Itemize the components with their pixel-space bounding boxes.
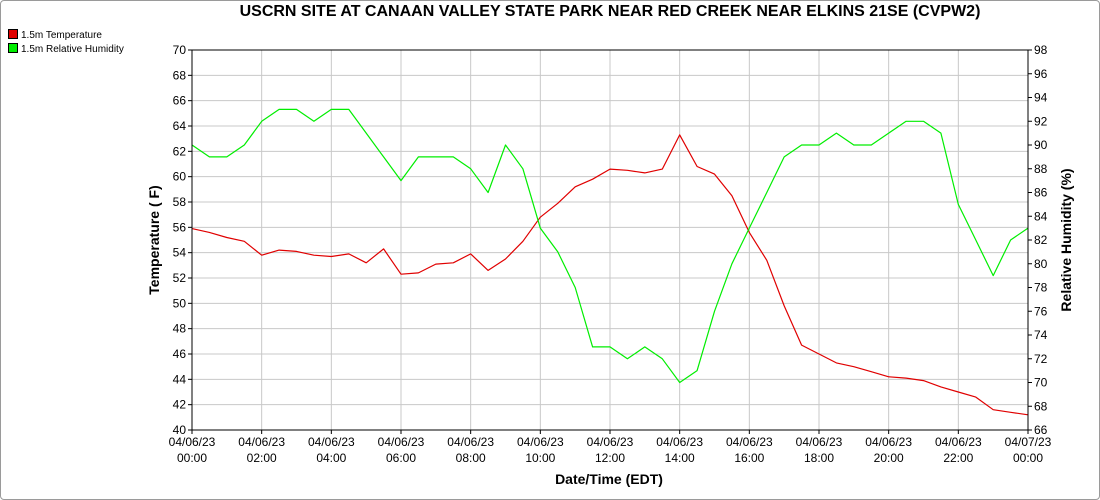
y-right-tick-label: 82 bbox=[1034, 233, 1048, 247]
legend-item-temperature: 1.5m Temperature bbox=[8, 29, 102, 41]
y-left-tick-label: 58 bbox=[173, 195, 187, 209]
y-left-tick-label: 40 bbox=[173, 423, 187, 437]
y-left-tick-label: 44 bbox=[173, 372, 187, 386]
x-tick-time-label: 06:00 bbox=[386, 451, 416, 465]
x-tick-date-label: 04/07/23 bbox=[1005, 435, 1052, 449]
y-left-tick-label: 52 bbox=[173, 271, 187, 285]
y-left-tick-label: 46 bbox=[173, 347, 187, 361]
x-tick-date-label: 04/06/23 bbox=[238, 435, 285, 449]
x-tick-time-label: 10:00 bbox=[525, 451, 555, 465]
x-tick-time-label: 08:00 bbox=[456, 451, 486, 465]
y-left-tick-label: 56 bbox=[173, 220, 187, 234]
y-left-tick-label: 48 bbox=[173, 322, 187, 336]
x-tick-time-label: 00:00 bbox=[177, 451, 207, 465]
y-right-tick-label: 86 bbox=[1034, 186, 1048, 200]
legend-item-humidity: 1.5m Relative Humidity bbox=[8, 43, 124, 55]
y-left-tick-label: 64 bbox=[173, 119, 187, 133]
x-tick-date-label: 04/06/23 bbox=[726, 435, 773, 449]
x-tick-date-label: 04/06/23 bbox=[656, 435, 703, 449]
y-right-tick-label: 90 bbox=[1034, 138, 1048, 152]
x-tick-date-label: 04/06/23 bbox=[308, 435, 355, 449]
y-left-tick-label: 42 bbox=[173, 398, 187, 412]
x-tick-time-label: 04:00 bbox=[316, 451, 346, 465]
y-right-tick-label: 92 bbox=[1034, 114, 1048, 128]
legend-swatch-humidity bbox=[8, 43, 18, 53]
y-right-tick-label: 84 bbox=[1034, 209, 1048, 223]
y-left-tick-label: 54 bbox=[173, 246, 187, 260]
x-tick-time-label: 22:00 bbox=[943, 451, 973, 465]
x-tick-date-label: 04/06/23 bbox=[935, 435, 982, 449]
x-axis-title: Date/Time (EDT) bbox=[555, 471, 663, 487]
y-left-tick-label: 62 bbox=[173, 144, 187, 158]
y-axis-right-title: Relative Humidity (%) bbox=[1058, 168, 1074, 311]
y-right-tick-label: 76 bbox=[1034, 304, 1048, 318]
x-tick-time-label: 12:00 bbox=[595, 451, 625, 465]
x-tick-date-label: 04/06/23 bbox=[378, 435, 425, 449]
x-tick-time-label: 14:00 bbox=[665, 451, 695, 465]
y-left-tick-label: 70 bbox=[173, 43, 187, 57]
y-right-tick-label: 78 bbox=[1034, 281, 1048, 295]
tick-labels: 40 42 44 46 48 50 52 54 56 58 60 62 64 66 68 70 66 68 70 72… bbox=[169, 43, 1052, 465]
y-right-tick-label: 98 bbox=[1034, 43, 1048, 57]
y-left-tick-label: 68 bbox=[173, 68, 187, 82]
chart-title: USCRN SITE AT CANAAN VALLEY STATE PARK N… bbox=[239, 3, 981, 20]
x-tick-date-label: 04/06/23 bbox=[865, 435, 912, 449]
y-right-tick-label: 94 bbox=[1034, 91, 1048, 105]
temperature-series-line bbox=[191, 134, 1029, 416]
y-axis-left-title: Temperature ( F) bbox=[146, 185, 162, 294]
legend-label-temperature: 1.5m Temperature bbox=[21, 30, 102, 41]
x-tick-date-label: 04/06/23 bbox=[447, 435, 494, 449]
legend-label-humidity: 1.5m Relative Humidity bbox=[21, 44, 124, 55]
y-right-tick-label: 74 bbox=[1034, 328, 1048, 342]
y-right-tick-label: 68 bbox=[1034, 399, 1048, 413]
x-tick-date-label: 04/06/23 bbox=[169, 435, 216, 449]
x-tick-time-label: 20:00 bbox=[874, 451, 904, 465]
y-right-tick-label: 80 bbox=[1034, 257, 1048, 271]
x-tick-time-label: 18:00 bbox=[804, 451, 834, 465]
x-tick-time-label: 16:00 bbox=[734, 451, 764, 465]
y-left-tick-label: 66 bbox=[173, 94, 187, 108]
x-tick-time-label: 00:00 bbox=[1013, 451, 1043, 465]
y-right-tick-label: 72 bbox=[1034, 352, 1048, 366]
legend-swatch-temperature bbox=[8, 29, 18, 39]
humidity-series-line bbox=[191, 108, 1029, 384]
x-tick-date-label: 04/06/23 bbox=[517, 435, 564, 449]
grid-lines bbox=[191, 49, 1029, 431]
y-right-tick-label: 66 bbox=[1034, 423, 1048, 437]
x-tick-date-label: 04/06/23 bbox=[587, 435, 634, 449]
y-right-tick-label: 96 bbox=[1034, 67, 1048, 81]
x-tick-date-label: 04/06/23 bbox=[796, 435, 843, 449]
series-group bbox=[191, 108, 1029, 416]
y-left-tick-label: 60 bbox=[173, 170, 187, 184]
y-right-tick-label: 70 bbox=[1034, 376, 1048, 390]
x-tick-time-label: 02:00 bbox=[247, 451, 277, 465]
y-left-tick-label: 50 bbox=[173, 296, 187, 310]
y-right-tick-label: 88 bbox=[1034, 162, 1048, 176]
